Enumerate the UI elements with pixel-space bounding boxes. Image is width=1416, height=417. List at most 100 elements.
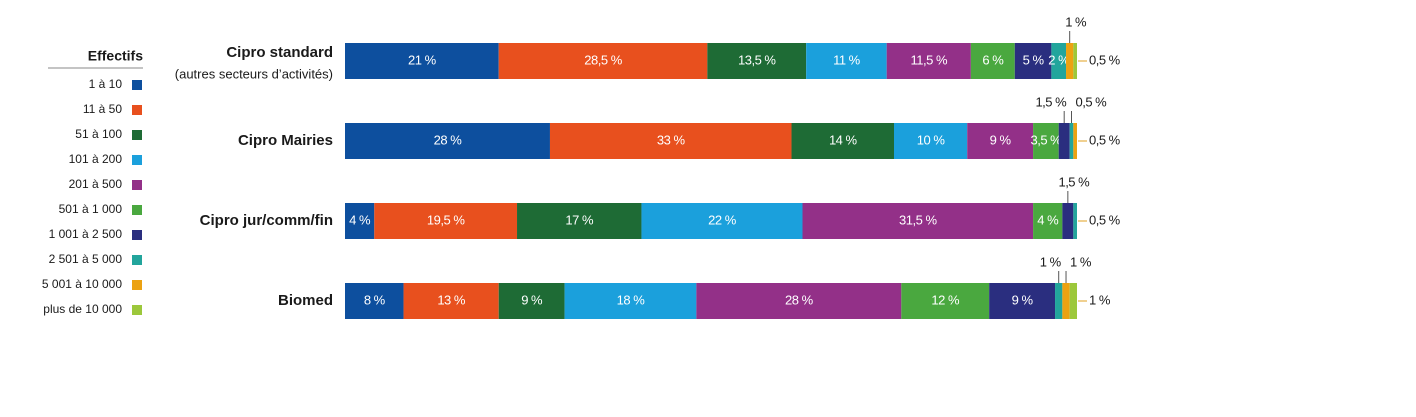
bar-segment: [1062, 203, 1074, 239]
bar-segment: [886, 43, 971, 79]
value-label: 17 %: [565, 212, 594, 227]
value-label: 14 %: [829, 132, 858, 147]
bar-segment: [641, 203, 803, 239]
value-label: 11 %: [833, 52, 861, 67]
category-label: Cipro standard: [226, 44, 333, 61]
legend-swatch: [132, 180, 142, 190]
bar-segment: [802, 203, 1034, 239]
bar-segment: [1014, 43, 1052, 79]
bar-segment: [498, 43, 708, 79]
bar-segment: [989, 283, 1056, 319]
bar-segment: [345, 43, 499, 79]
bar-segment: [1073, 43, 1077, 79]
value-label-outside: 1 %: [1070, 254, 1092, 269]
legend-swatch: [132, 205, 142, 215]
value-label: 4 %: [1037, 212, 1059, 227]
value-label: 18 %: [617, 292, 646, 307]
category-label: Biomed: [278, 292, 333, 309]
bar-segment: [1073, 203, 1077, 239]
value-label: 6 %: [982, 52, 1004, 67]
legend-swatch: [132, 80, 142, 90]
bar-segment: [345, 283, 404, 319]
value-label: 9 %: [521, 292, 543, 307]
value-label: 9 %: [1012, 292, 1034, 307]
value-label: 28 %: [785, 292, 814, 307]
bar-segment: [791, 123, 894, 159]
bar-segment: [967, 123, 1034, 159]
bar-segment: [498, 283, 565, 319]
legend-label: 101 à 200: [69, 152, 123, 166]
value-label: 21 %: [408, 52, 437, 67]
value-label: 33 %: [657, 132, 686, 147]
bar-segment: [564, 283, 697, 319]
value-label-outside: 0,5 %: [1076, 94, 1108, 109]
legend-swatch: [132, 230, 142, 240]
value-label: 28,5 %: [584, 52, 622, 67]
legend-label: 11 à 50: [83, 102, 122, 116]
value-label: 11,5 %: [911, 52, 948, 67]
value-label: 22 %: [708, 212, 737, 227]
bar-segment: [970, 43, 1015, 79]
bar-segment: [1033, 203, 1063, 239]
legend-label: plus de 10 000: [43, 302, 122, 316]
bar-segment: [517, 203, 642, 239]
value-label: 5 %: [1023, 52, 1045, 67]
bar-segment: [707, 43, 807, 79]
value-label-outside: 1,5 %: [1058, 174, 1090, 189]
legend-label: 501 à 1 000: [59, 202, 123, 216]
legend-swatch: [132, 255, 142, 265]
bar-segment: [894, 123, 968, 159]
bar-segment: [1058, 123, 1070, 159]
value-label-outside: 1 %: [1089, 292, 1111, 307]
legend-label: 1 à 10: [89, 77, 123, 91]
legend-label: 51 à 100: [75, 127, 122, 141]
bar-segment: [374, 203, 518, 239]
legend-swatch: [132, 305, 142, 315]
value-label-outside: 0,5 %: [1089, 212, 1121, 227]
category-subtitle: (autres secteurs d’activités): [175, 66, 333, 81]
value-label-outside: 1 %: [1065, 14, 1087, 29]
legend-label: 5 001 à 10 000: [42, 277, 122, 291]
value-label: 13,5 %: [738, 52, 776, 67]
bar-segment: [1051, 43, 1067, 79]
legend-swatch: [132, 105, 142, 115]
value-label: 19,5 %: [427, 212, 465, 227]
bar-segment: [1033, 123, 1059, 159]
bar-segment: [1073, 123, 1077, 159]
bar-segment: [345, 203, 375, 239]
value-label-outside: 0,5 %: [1089, 132, 1121, 147]
value-label-outside: 1,5 %: [1035, 94, 1067, 109]
bar-segment: [403, 283, 499, 319]
legend-swatch: [132, 130, 142, 140]
value-label-outside: 1 %: [1040, 254, 1062, 269]
value-label: 31,5 %: [899, 212, 937, 227]
legend-label: 1 001 à 2 500: [49, 227, 123, 241]
category-label: Cipro jur/comm/fin: [200, 212, 333, 229]
value-label-outside: 0,5 %: [1089, 52, 1121, 67]
bar-segment: [1062, 283, 1070, 319]
bar-segment: [549, 123, 792, 159]
legend-title: Effectifs: [88, 48, 143, 64]
value-label: 8 %: [364, 292, 386, 307]
bar-segment: [1066, 43, 1074, 79]
bar-segment: [1069, 123, 1074, 159]
value-label: 28 %: [434, 132, 463, 147]
bar-segment: [1069, 283, 1077, 319]
bar-segment: [345, 123, 550, 159]
value-label: 13 %: [437, 292, 466, 307]
value-label: 3,5 %: [1031, 132, 1063, 147]
value-label: 12 %: [931, 292, 960, 307]
bar-segment: [901, 283, 990, 319]
legend-label: 201 à 500: [69, 177, 123, 191]
bar-segment: [806, 43, 887, 79]
legend-label: 2 501 à 5 000: [49, 252, 123, 266]
bar-segment: [1055, 283, 1063, 319]
value-label: 2 %: [1048, 52, 1070, 67]
bar-segment: [696, 283, 902, 319]
value-label: 9 %: [990, 132, 1012, 147]
legend-swatch: [132, 280, 142, 290]
value-label: 4 %: [349, 212, 371, 227]
legend-swatch: [132, 155, 142, 165]
